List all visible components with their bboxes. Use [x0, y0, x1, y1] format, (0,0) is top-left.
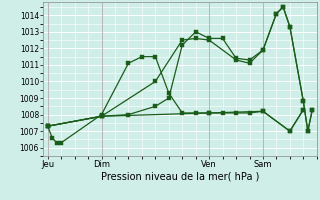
X-axis label: Pression niveau de la mer( hPa ): Pression niveau de la mer( hPa ) — [101, 172, 259, 182]
